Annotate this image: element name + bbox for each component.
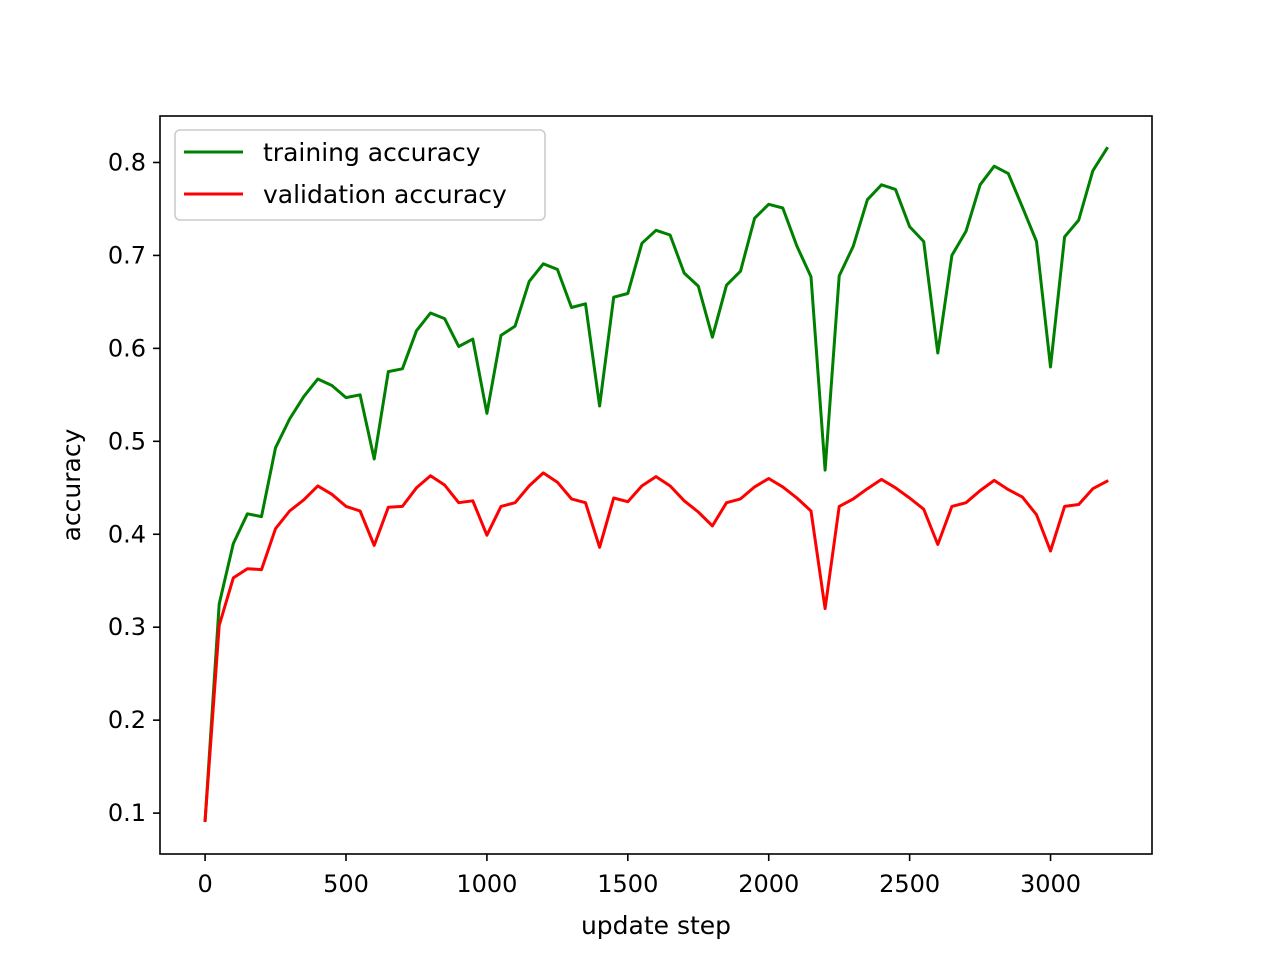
y-tick-label: 0.8	[108, 148, 146, 176]
y-tick-label: 0.1	[108, 799, 146, 827]
x-axis-label: update step	[581, 911, 731, 940]
y-tick-label: 0.5	[108, 427, 146, 455]
x-tick-label: 2000	[738, 870, 799, 898]
legend: training accuracy validation accuracy	[174, 129, 546, 221]
x-tick-label: 500	[323, 870, 369, 898]
y-axis-label: accuracy	[57, 428, 86, 541]
x-tick-label: 0	[197, 870, 212, 898]
y-tick-label: 0.3	[108, 613, 146, 641]
legend-label-training: training accuracy	[263, 138, 481, 167]
x-tick-label: 3000	[1020, 870, 1081, 898]
y-axis-ticks: 0.1 0.2 0.3 0.4 0.5 0.6 0.7 0.8	[108, 148, 160, 827]
x-tick-label: 1000	[456, 870, 517, 898]
plot-lines	[203, 146, 1109, 823]
y-tick-label: 0.7	[108, 241, 146, 269]
x-tick-label: 2500	[879, 870, 940, 898]
series-line-validation	[203, 471, 1109, 823]
y-tick-label: 0.6	[108, 334, 146, 362]
y-tick-label: 0.4	[108, 520, 146, 548]
y-tick-label: 0.2	[108, 706, 146, 734]
plot-frame	[159, 115, 1153, 855]
x-axis-ticks: 0 500 1000 1500 2000 2500 3000	[197, 854, 1081, 898]
x-tick-label: 1500	[597, 870, 658, 898]
series-line-training	[203, 146, 1109, 823]
legend-label-validation: validation accuracy	[263, 180, 507, 209]
legend-box	[174, 129, 546, 221]
